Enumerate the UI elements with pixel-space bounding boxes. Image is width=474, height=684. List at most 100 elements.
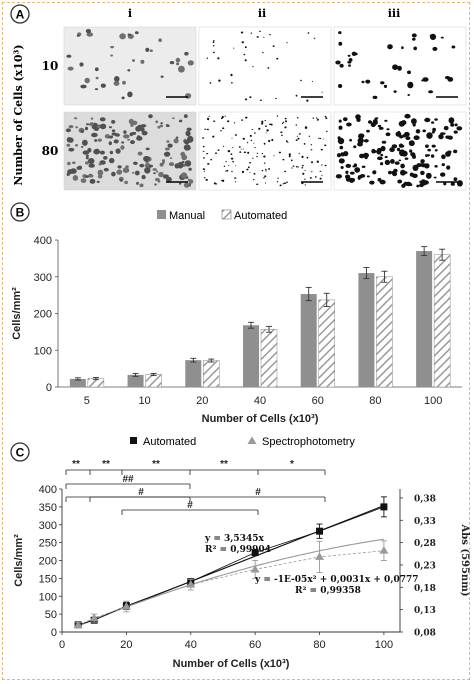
cell-blob	[144, 167, 151, 174]
cell-blob	[338, 125, 343, 130]
cell-blob	[273, 155, 275, 157]
panel-a-badge: A	[16, 8, 25, 22]
cell-blob	[240, 31, 244, 34]
point-spectrophotometry	[186, 580, 196, 588]
cell-blob	[306, 99, 309, 102]
cell-blob	[243, 53, 246, 56]
x-tick-label: 100	[375, 639, 393, 651]
cell-blob	[98, 163, 102, 166]
cell-blob	[163, 151, 171, 157]
cell-blob	[154, 183, 157, 186]
y-tick-label: 200	[34, 309, 52, 321]
cell-blob	[286, 42, 288, 44]
cell-blob	[433, 176, 437, 179]
cell-blob	[420, 160, 424, 164]
cell-blob	[291, 167, 293, 169]
cell-blob	[235, 165, 237, 167]
cell-blob	[258, 30, 261, 32]
cell-blob	[134, 170, 140, 176]
cell-blob	[108, 157, 115, 164]
cell-blob	[401, 120, 407, 126]
cell-blob	[242, 137, 245, 140]
row-label-10: 10	[42, 59, 59, 73]
bar-automated	[376, 276, 393, 388]
cell-blob	[230, 157, 234, 160]
cell-blob	[89, 178, 96, 184]
cell-blob	[165, 176, 172, 182]
cell-blob	[67, 66, 74, 71]
cell-blob	[323, 138, 325, 140]
cell-blob	[351, 51, 357, 56]
cell-blob	[187, 60, 194, 66]
figure-border	[2, 2, 470, 680]
panel-a-ylabel: Number of Cells (x10³)	[12, 44, 25, 185]
cell-blob	[165, 147, 170, 151]
cell-blob	[298, 133, 301, 135]
cell-blob	[80, 129, 84, 133]
cell-blob	[202, 157, 205, 159]
y-tick-label: 200	[39, 556, 57, 568]
cell-blob	[340, 166, 344, 169]
micrograph-10-ii	[198, 26, 332, 106]
cell-blob	[79, 62, 84, 67]
cell-blob	[310, 161, 314, 164]
cell-blob	[183, 182, 190, 188]
cell-blob	[188, 179, 194, 184]
legend-marker-automated	[130, 437, 137, 444]
cell-blob	[390, 159, 395, 164]
point-spectrophotometry	[121, 602, 131, 610]
cell-blob	[454, 123, 458, 127]
cell-blob	[152, 168, 157, 171]
cell-blob	[214, 152, 218, 154]
cell-blob	[431, 131, 435, 134]
cell-blob	[359, 133, 365, 138]
cell-blob	[407, 94, 411, 96]
cell-blob	[450, 123, 455, 127]
cell-blob	[408, 140, 415, 147]
cell-blob	[155, 120, 158, 124]
cell-blob	[353, 145, 357, 149]
cell-blob	[444, 76, 451, 80]
cell-blob	[66, 143, 71, 147]
cell-blob	[247, 151, 250, 154]
cell-blob	[162, 161, 165, 164]
cell-blob	[398, 143, 404, 148]
panel-c-badge-circle	[10, 442, 30, 462]
cell-blob	[227, 150, 231, 153]
x-tick-label: 10	[138, 395, 150, 407]
panel-c: C Automated Spectrophotometry	[10, 436, 470, 670]
cell-blob	[431, 121, 435, 124]
cell-blob	[397, 65, 402, 71]
cell-blob	[312, 117, 315, 119]
cell-blob	[256, 156, 258, 158]
cell-blob	[380, 81, 385, 85]
cell-blob	[261, 120, 264, 124]
cell-blob	[372, 121, 378, 125]
y-tick-label: 0	[46, 382, 52, 394]
cell-blob	[302, 172, 305, 175]
cell-blob	[122, 167, 130, 173]
cell-blob	[88, 163, 95, 168]
cell-blob	[429, 33, 437, 41]
cell-blob	[401, 150, 408, 157]
cell-blob	[225, 161, 227, 163]
sig-label: **	[220, 459, 228, 470]
cell-blob	[94, 67, 99, 72]
cell-blob	[220, 130, 222, 132]
cell-blob	[75, 126, 79, 129]
cell-blob	[90, 117, 94, 120]
cell-blob	[434, 149, 438, 152]
cell-blob	[249, 96, 252, 99]
cell-blob	[178, 65, 185, 73]
cell-blob	[145, 147, 150, 151]
cell-blob	[310, 144, 313, 146]
cell-blob	[111, 129, 116, 132]
cell-blob	[456, 180, 463, 187]
x-tick-label: 40	[254, 395, 266, 407]
cell-blob	[292, 165, 295, 167]
cell-blob	[276, 181, 279, 183]
y-right-tick-label: 0,33	[414, 517, 436, 527]
cell-blob	[155, 177, 160, 182]
panel-b-chart: 0 100 200 300 400 Cells/mm² 5 10 20 40 60 80 100 Numb…	[11, 235, 462, 425]
cell-blob	[207, 163, 210, 165]
